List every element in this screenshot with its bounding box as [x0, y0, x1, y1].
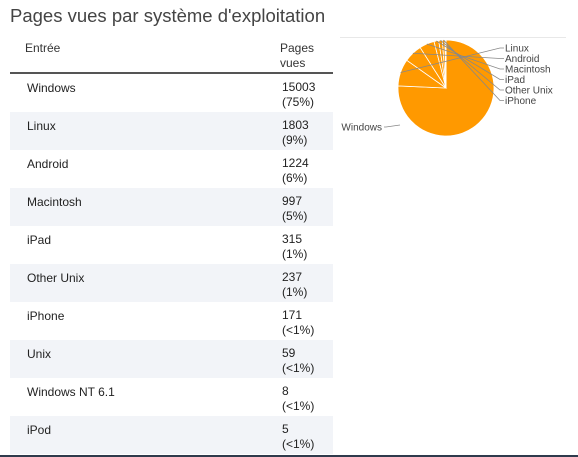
row-count: 8	[282, 384, 289, 398]
row-count: 5	[282, 422, 289, 436]
leader-line	[443, 39, 504, 101]
row-value: 59 (<1%)	[282, 346, 314, 376]
row-label: iPhone	[27, 309, 65, 323]
leader-line	[412, 52, 504, 59]
row-value: 8 (<1%)	[282, 384, 314, 414]
table-row[interactable]: Unix 59 (<1%)	[10, 340, 333, 378]
row-percent: (5%)	[282, 209, 308, 223]
row-label: Linux	[27, 119, 56, 133]
row-percent: (75%)	[282, 95, 315, 109]
column-header-views-line2: vues	[280, 56, 306, 70]
table-row[interactable]: Windows 15003 (75%)	[10, 74, 333, 112]
slice-label: iPad	[505, 75, 525, 86]
slice-label: Windows	[341, 123, 382, 134]
row-count: 1224	[282, 156, 309, 170]
column-header-views-line1: Pages	[280, 41, 315, 55]
row-label: Unix	[27, 347, 52, 361]
row-label: iPod	[27, 423, 52, 437]
row-label: Macintosh	[27, 195, 82, 209]
row-percent: (<1%)	[282, 399, 315, 413]
column-header-views[interactable]: Pages vues	[280, 41, 314, 71]
row-label: Windows	[27, 81, 76, 95]
leader-line	[426, 43, 504, 70]
leader-line	[440, 40, 504, 91]
data-table: Entrée Pages vues Windows 15003 (75%) Linux…	[10, 38, 333, 454]
row-value: 5 (<1%)	[282, 422, 314, 452]
row-value: 315 (1%)	[282, 232, 307, 262]
slice-label: iPhone	[505, 96, 537, 107]
slice-label: Linux	[505, 44, 529, 55]
slice-label: Other Unix	[505, 86, 553, 97]
row-count: 1803	[282, 118, 309, 132]
row-value: 997 (5%)	[282, 194, 307, 224]
bottom-border	[0, 455, 578, 457]
row-percent: (<1%)	[282, 323, 315, 337]
row-percent: (9%)	[282, 133, 308, 147]
row-count: 59	[282, 346, 296, 360]
leader-line	[436, 40, 504, 80]
row-label: Windows NT 6.1	[27, 385, 115, 399]
row-value: 171 (<1%)	[282, 308, 314, 338]
row-value: 237 (1%)	[282, 270, 307, 300]
row-count: 237	[282, 270, 303, 284]
row-count: 997	[282, 194, 303, 208]
table-row[interactable]: Android 1224 (6%)	[10, 150, 333, 188]
row-value: 1224 (6%)	[282, 156, 309, 186]
row-percent: (<1%)	[282, 361, 315, 375]
table-row[interactable]: Windows NT 6.1 8 (<1%)	[10, 378, 333, 416]
column-header-entry[interactable]: Entrée	[25, 41, 61, 55]
page-title: Pages vues par système d'exploitation	[10, 5, 326, 26]
slice-label: Macintosh	[505, 65, 551, 76]
table-row[interactable]: iPhone 171 (<1%)	[10, 302, 333, 340]
row-percent: (1%)	[282, 247, 308, 261]
row-percent: (6%)	[282, 171, 308, 185]
row-count: 15003	[282, 80, 316, 94]
row-count: 171	[282, 308, 303, 322]
row-value: 15003 (75%)	[282, 80, 315, 110]
row-percent: (<1%)	[282, 437, 315, 451]
row-count: 315	[282, 232, 303, 246]
row-value: 1803 (9%)	[282, 118, 309, 148]
leader-line	[384, 124, 401, 128]
table-body: Windows 15003 (75%) Linux 1803 (9%) Android 122…	[10, 74, 333, 454]
row-label: iPad	[27, 233, 52, 247]
row-label: Other Unix	[27, 271, 85, 285]
row-percent: (1%)	[282, 285, 308, 299]
table-row[interactable]: Other Unix 237 (1%)	[10, 264, 333, 302]
header-divider	[340, 37, 566, 38]
table-row[interactable]: iPod 5 (<1%)	[10, 416, 333, 454]
table-row[interactable]: Macintosh 997 (5%)	[10, 188, 333, 226]
table-row[interactable]: Linux 1803 (9%)	[10, 112, 333, 150]
slice-label: Android	[505, 54, 539, 65]
row-label: Android	[27, 157, 69, 171]
leader-line	[400, 47, 504, 73]
table-row[interactable]: iPad 315 (1%)	[10, 226, 333, 264]
table-header: Entrée Pages vues	[10, 38, 333, 74]
